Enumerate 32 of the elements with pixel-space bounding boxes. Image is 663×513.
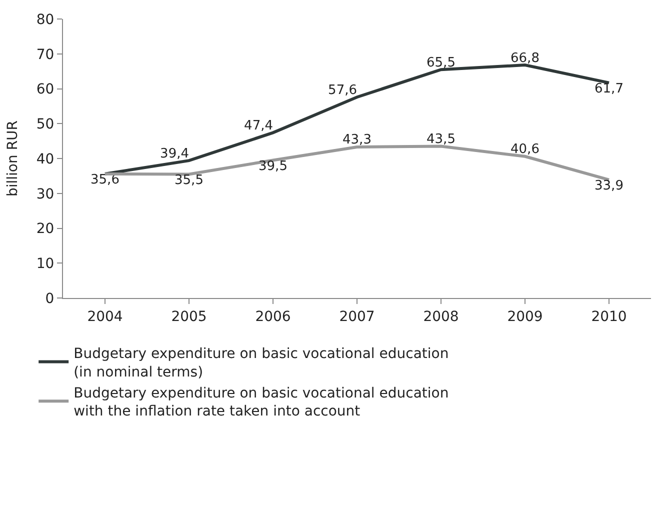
- x-tick-label: 2009: [507, 308, 543, 325]
- data-label: 47,4: [244, 118, 273, 134]
- y-tick-label: 0: [45, 290, 54, 307]
- y-tick-label: 20: [36, 221, 54, 238]
- data-label: 66,8: [510, 50, 540, 66]
- x-tick-label: 2004: [87, 308, 123, 325]
- y-tick-label: 70: [36, 46, 54, 63]
- legend-label: Budgetary expenditure on basic vocational education with the inflation rate taken into account: [74, 386, 449, 420]
- y-tick-label: 30: [36, 186, 54, 202]
- y-tick-label: 10: [36, 256, 54, 272]
- data-label: 57,6: [328, 82, 357, 98]
- data-label: 35,6: [90, 172, 120, 188]
- data-label: 39,4: [160, 146, 189, 162]
- x-tick-label: 2008: [423, 308, 459, 325]
- x-tick-label: 2006: [255, 308, 291, 325]
- data-label: 40,6: [510, 142, 540, 158]
- data-label: 39,5: [258, 158, 288, 174]
- y-tick-label: 60: [36, 82, 54, 98]
- x-tick-label: 2010: [591, 308, 627, 325]
- y-tick-label: 50: [36, 116, 54, 133]
- data-label: 43,5: [426, 132, 456, 148]
- data-label: 43,3: [342, 132, 372, 148]
- legend-label: Budgetary expenditure on basic vocational education (in nominal terms): [74, 346, 449, 380]
- y-tick-label: 40: [36, 151, 54, 168]
- x-tick-label: 2007: [339, 308, 375, 325]
- data-label: 35,5: [174, 172, 204, 188]
- data-label: 65,5: [426, 55, 456, 70]
- y-tick-label: 80: [36, 12, 54, 28]
- y-axis-title: billion RUR: [4, 120, 21, 197]
- data-label: 61,7: [594, 82, 624, 97]
- data-label: 33,9: [594, 178, 624, 194]
- x-tick-label: 2005: [171, 308, 207, 325]
